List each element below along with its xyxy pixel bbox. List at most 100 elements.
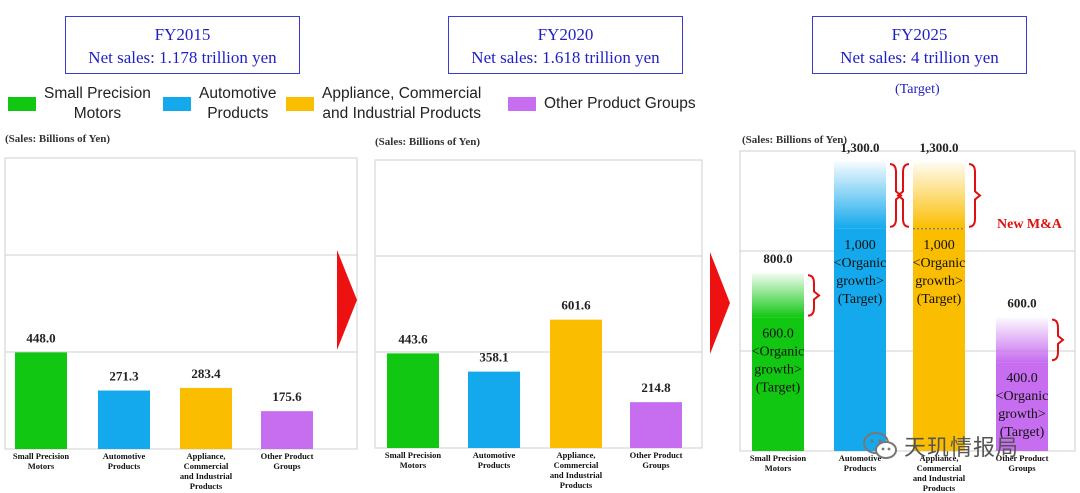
- category-label: Groups: [642, 460, 670, 470]
- bar: [550, 319, 602, 448]
- organic-growth-label: 1,000: [923, 238, 955, 253]
- bar-new-ma-segment: [752, 273, 804, 318]
- organic-growth-label: (Target): [756, 381, 801, 396]
- fy2015-title-box: FY2015 Net sales: 1.178 trillion yen: [65, 16, 300, 74]
- organic-growth-label: (Target): [1000, 425, 1045, 440]
- bar: [98, 390, 150, 449]
- bracket-icon: [889, 163, 903, 228]
- bracket-icon: [896, 163, 910, 228]
- chart-panel-fy2015: 448.0 Small Precision Motors 271.3 Automotiv…: [0, 0, 358, 493]
- legend-label-line: and Industrial Products: [322, 105, 481, 122]
- legend-item-small-precision-motors: Small Precision Motors: [8, 84, 151, 124]
- bar-new-ma-segment: [996, 317, 1048, 363]
- fy2020-title-box: FY2020 Net sales: 1.618 trillion yen: [448, 16, 683, 74]
- legend-label-line: Other Product Groups: [544, 95, 696, 112]
- category-label: Appliance,: [187, 451, 226, 461]
- legend-swatch-appliance-commercial-industrial: [286, 97, 314, 111]
- category-label: Motors: [400, 460, 427, 470]
- organic-growth-label: growth>: [754, 363, 802, 378]
- value-label: 271.3: [109, 369, 139, 384]
- bar-new-ma-segment: [913, 162, 965, 229]
- fy2025-net-sales: Net sales: 4 trillion yen: [840, 48, 999, 67]
- fy2020-net-sales: Net sales: 1.618 trillion yen: [471, 48, 660, 67]
- legend-label-line: Appliance, Commercial: [322, 85, 482, 102]
- fy2015-net-sales: Net sales: 1.178 trillion yen: [88, 48, 277, 67]
- plot-frame: [739, 150, 1076, 452]
- bar-organic-segment: [996, 362, 1048, 451]
- value-label: 1,300.0: [841, 140, 880, 155]
- legend: Small Precision Motors Automotive Produc…: [8, 84, 708, 128]
- chart-panel-fy2020: 443.6 Small Precision Motors 358.1 Automotiv…: [370, 0, 710, 493]
- category-label: Commercial: [554, 460, 599, 470]
- category-label: Products: [108, 461, 141, 471]
- legend-label-line: Small Precision: [44, 85, 151, 102]
- units-label-fy2015: (Sales: Billions of Yen): [5, 133, 111, 145]
- bracket-icon: [807, 274, 821, 317]
- value-label: 443.6: [398, 331, 428, 346]
- bracket-icon: [1051, 318, 1065, 362]
- category-label: Small Precision: [385, 450, 442, 460]
- new-ma-annotation: New M&A: [997, 217, 1063, 232]
- category-label: Commercial: [917, 463, 962, 473]
- value-label: 214.8: [641, 380, 671, 395]
- category-label: Products: [190, 481, 223, 491]
- bar-organic-segment: [834, 228, 886, 451]
- legend-item-automotive-products: Automotive Products: [163, 84, 277, 124]
- legend-swatch-other-product-groups: [508, 97, 536, 111]
- category-label: Products: [560, 480, 593, 490]
- watermark: 天玑情报局: [862, 430, 1019, 462]
- value-label: 800.0: [763, 251, 792, 266]
- category-label: Products: [478, 460, 511, 470]
- legend-swatch-automotive-products: [163, 97, 191, 111]
- organic-growth-label: 600.0: [762, 327, 794, 342]
- value-label: 600.0: [1007, 296, 1036, 311]
- category-label: Products: [923, 483, 956, 493]
- category-label: and Industrial: [550, 470, 603, 480]
- wechat-icon: [863, 432, 897, 459]
- bar-new-ma-segment: [834, 162, 886, 229]
- category-label: Other Product: [630, 450, 683, 460]
- organic-growth-label: (Target): [917, 292, 962, 307]
- value-label: 283.4: [191, 366, 221, 381]
- units-label-fy2025: (Sales: Billions of Yen): [742, 134, 848, 146]
- category-label: Motors: [765, 463, 792, 473]
- legend-item-appliance-commercial-industrial: Appliance, Commercial and Industrial Pro…: [286, 84, 481, 124]
- watermark-text: 天玑情报局: [904, 436, 1020, 461]
- chart-svg-fy2025: 600.0 <Organic growth> (Target) 800.0 Small P…: [739, 140, 1076, 493]
- legend-label-line: Automotive: [199, 85, 277, 102]
- category-label: Appliance,: [920, 453, 959, 463]
- organic-growth-label: (Target): [838, 292, 883, 307]
- category-label: Appliance,: [557, 450, 596, 460]
- organic-growth-label: <Organic: [834, 256, 887, 271]
- bar: [387, 353, 439, 448]
- category-label: and Industrial: [913, 473, 966, 483]
- category-label: Automotive: [103, 451, 146, 461]
- fy2020-year: FY2020: [537, 25, 594, 44]
- organic-growth-label: 400.0: [1006, 371, 1038, 386]
- value-label: 175.6: [272, 389, 302, 404]
- bar: [15, 352, 67, 449]
- units-label-fy2020: (Sales: Billions of Yen): [375, 136, 481, 148]
- organic-growth-label: growth>: [915, 274, 963, 289]
- category-label: Small Precision: [750, 453, 807, 463]
- arrow-right-icon: [710, 252, 730, 354]
- category-label: Automotive: [839, 453, 882, 463]
- fy2025-title-box: FY2025 Net sales: 4 trillion yen: [812, 16, 1027, 74]
- bar: [261, 411, 313, 449]
- value-label: 358.1: [479, 350, 508, 365]
- bar: [630, 402, 682, 448]
- bar: [468, 371, 520, 448]
- category-label: Groups: [1008, 463, 1036, 473]
- category-label: Other Product: [261, 451, 314, 461]
- legend-label-line: Motors: [73, 105, 122, 122]
- organic-growth-label: <Organic: [752, 345, 805, 360]
- category-label: Products: [844, 463, 877, 473]
- fy2025-target-note: (Target): [895, 82, 940, 97]
- category-label: Commercial: [184, 461, 229, 471]
- category-label: Other Product: [996, 453, 1049, 463]
- fy2025-year: FY2025: [891, 25, 948, 44]
- bar-organic-segment: [752, 317, 804, 451]
- value-label: 448.0: [26, 330, 55, 345]
